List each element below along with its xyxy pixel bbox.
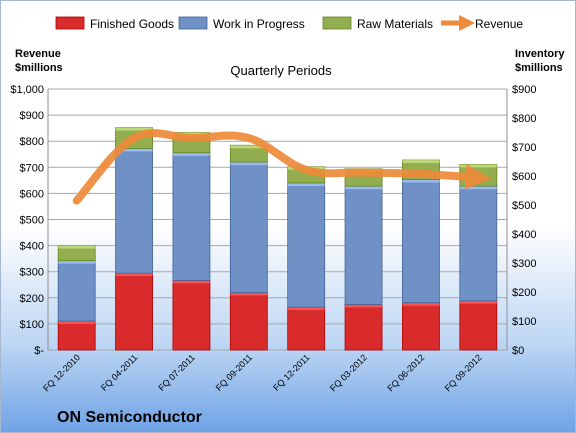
bar-highlight <box>115 127 153 131</box>
bar-work-in-progress <box>344 185 383 305</box>
x-tick-label: FQ 03-2012 <box>328 352 369 393</box>
right-tick-label: $0 <box>512 345 524 357</box>
bar-highlight <box>287 307 325 311</box>
company-name: ON Semiconductor <box>57 409 202 426</box>
bar-highlight <box>58 321 96 324</box>
legend-label: Finished Goods <box>90 17 174 31</box>
bar-highlight <box>287 182 325 186</box>
legend-item: Finished Goods <box>55 16 174 31</box>
bar-finished-goods <box>344 304 383 351</box>
right-tick-label: $800 <box>512 113 536 125</box>
bar-highlight <box>230 292 268 296</box>
bar-highlight <box>459 300 497 304</box>
bar-finished-goods <box>402 302 440 351</box>
bar-work-in-progress <box>459 185 498 302</box>
right-axis-ticks: $0 $100 $200 $300 $400 $500 $600 $700 $800 $900 <box>512 84 536 357</box>
x-tick-label: FQ 09-2011 <box>214 352 255 393</box>
bar-finished-goods <box>57 320 96 351</box>
right-tick-label: $400 <box>512 229 536 241</box>
left-tick-label: $1,000 <box>10 84 44 96</box>
revenue-line-path <box>72 129 492 205</box>
right-tick-label: $100 <box>512 316 536 328</box>
bar-highlight <box>402 160 440 164</box>
left-tick-label: $900 <box>20 110 44 122</box>
chart-title: Quarterly Periods <box>230 63 332 78</box>
left-tick-label: $400 <box>20 241 44 253</box>
legend-swatch <box>322 16 352 30</box>
left-tick-label: $200 <box>20 293 44 305</box>
legend-label: Raw Materials <box>357 17 433 31</box>
revenue-line <box>72 129 492 205</box>
left-axis-ticks: $- $100 $200 $300 $400 $500 $600 $700 $800 $900 $1… <box>10 84 44 357</box>
bar-work-in-progress <box>172 152 211 281</box>
x-tick-label: FQ 04-2011 <box>99 352 140 393</box>
left-tick-label: $500 <box>20 215 44 227</box>
legend-label: Revenue <box>475 17 523 31</box>
legend: Finished Goods Work in Progress Raw Materi… <box>55 14 523 32</box>
bar-highlight <box>115 148 153 152</box>
bar-work-in-progress <box>115 148 153 274</box>
right-tick-label: $700 <box>512 142 536 154</box>
bars <box>57 127 498 351</box>
legend-swatch <box>178 16 208 30</box>
left-axis-title-line1: Revenue <box>15 48 61 60</box>
bar-finished-goods <box>287 306 326 351</box>
left-axis-title-line2: $millions <box>15 62 63 74</box>
bar-highlight <box>115 273 153 277</box>
bar-work-in-progress <box>287 182 326 308</box>
bar-finished-goods <box>172 279 211 351</box>
bar-finished-goods <box>115 272 153 351</box>
left-tick-label: $300 <box>20 267 44 279</box>
legend-item: Work in Progress <box>178 16 305 31</box>
bar-highlight <box>58 260 96 264</box>
left-tick-label: $700 <box>20 162 44 174</box>
right-tick-label: $300 <box>512 258 536 270</box>
bar-highlight <box>459 186 497 190</box>
left-tick-label: $600 <box>20 188 44 200</box>
left-tick-label: $100 <box>20 319 44 331</box>
left-tick-label: $- <box>34 345 44 357</box>
legend-item: Raw Materials <box>322 16 433 31</box>
bar-highlight <box>402 302 440 306</box>
x-tick-label: FQ 09-2012 <box>443 352 484 393</box>
left-tick-label: $800 <box>20 136 44 148</box>
legend-label: Work in Progress <box>213 17 305 31</box>
bar-finished-goods <box>229 292 268 351</box>
legend-swatch <box>55 16 85 30</box>
right-axis-title-line1: Inventory <box>515 48 565 60</box>
x-tick-label: FQ 12-2010 <box>41 352 82 393</box>
bar-finished-goods <box>459 300 498 351</box>
bar-highlight <box>172 280 210 284</box>
right-tick-label: $200 <box>512 287 536 299</box>
bar-highlight <box>58 245 96 249</box>
x-tick-label: FQ 12-2011 <box>271 352 312 393</box>
bar-work-in-progress <box>229 161 268 293</box>
right-tick-label: $600 <box>512 171 536 183</box>
x-axis-ticks: FQ 12-2010 FQ 04-2011 FQ 07-2011 FQ 09-2011… <box>41 352 484 393</box>
bar-highlight <box>402 179 440 183</box>
bar-highlight <box>345 304 383 308</box>
bar-highlight <box>230 162 268 166</box>
bar-highlight <box>172 152 210 156</box>
x-tick-label: FQ 07-2011 <box>156 352 197 393</box>
right-tick-label: $900 <box>512 84 536 96</box>
legend-item: Revenue <box>441 14 523 32</box>
bar-work-in-progress <box>402 179 440 304</box>
bar-highlight <box>459 164 497 168</box>
bar-work-in-progress <box>57 260 96 322</box>
bar-highlight <box>345 186 383 190</box>
x-tick-label: FQ 06-2012 <box>385 352 426 393</box>
right-tick-label: $500 <box>512 200 536 212</box>
bar-highlight <box>230 145 268 149</box>
bar-highlight <box>172 132 210 136</box>
right-axis-title-line2: $millions <box>515 62 563 74</box>
